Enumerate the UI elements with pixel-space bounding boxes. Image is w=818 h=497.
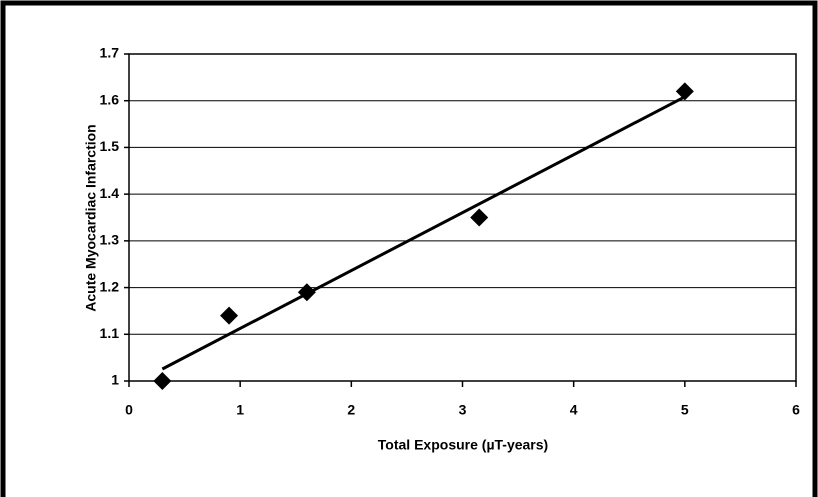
y-tick-label: 1 (111, 372, 119, 388)
x-axis-label: Total Exposure (µT-years) (378, 437, 548, 453)
trend-line (161, 95, 686, 371)
y-tick-label: 1.6 (100, 91, 120, 107)
x-tick-label: 0 (125, 402, 133, 418)
y-tick-label: 1.7 (100, 45, 120, 61)
data-point (153, 372, 172, 390)
x-tick-label: 5 (681, 402, 689, 418)
y-tick-label: 1.4 (100, 185, 120, 201)
data-point (220, 306, 239, 325)
data-point (470, 208, 489, 227)
y-tick-label: 1.3 (100, 232, 120, 248)
y-tick-label: 1.2 (100, 278, 120, 294)
x-tick-label: 4 (570, 402, 578, 418)
data-point (297, 283, 316, 302)
x-tick-label: 3 (459, 402, 467, 418)
x-tick-label: 1 (236, 402, 244, 418)
y-tick-label: 1.5 (100, 138, 120, 154)
x-tick-label: 6 (792, 402, 800, 418)
data-point (675, 82, 694, 101)
y-tick-label: 1.1 (100, 325, 120, 341)
y-axis-label: Acute Myocardiac Infarction (83, 124, 99, 312)
x-tick-label: 2 (347, 402, 355, 418)
